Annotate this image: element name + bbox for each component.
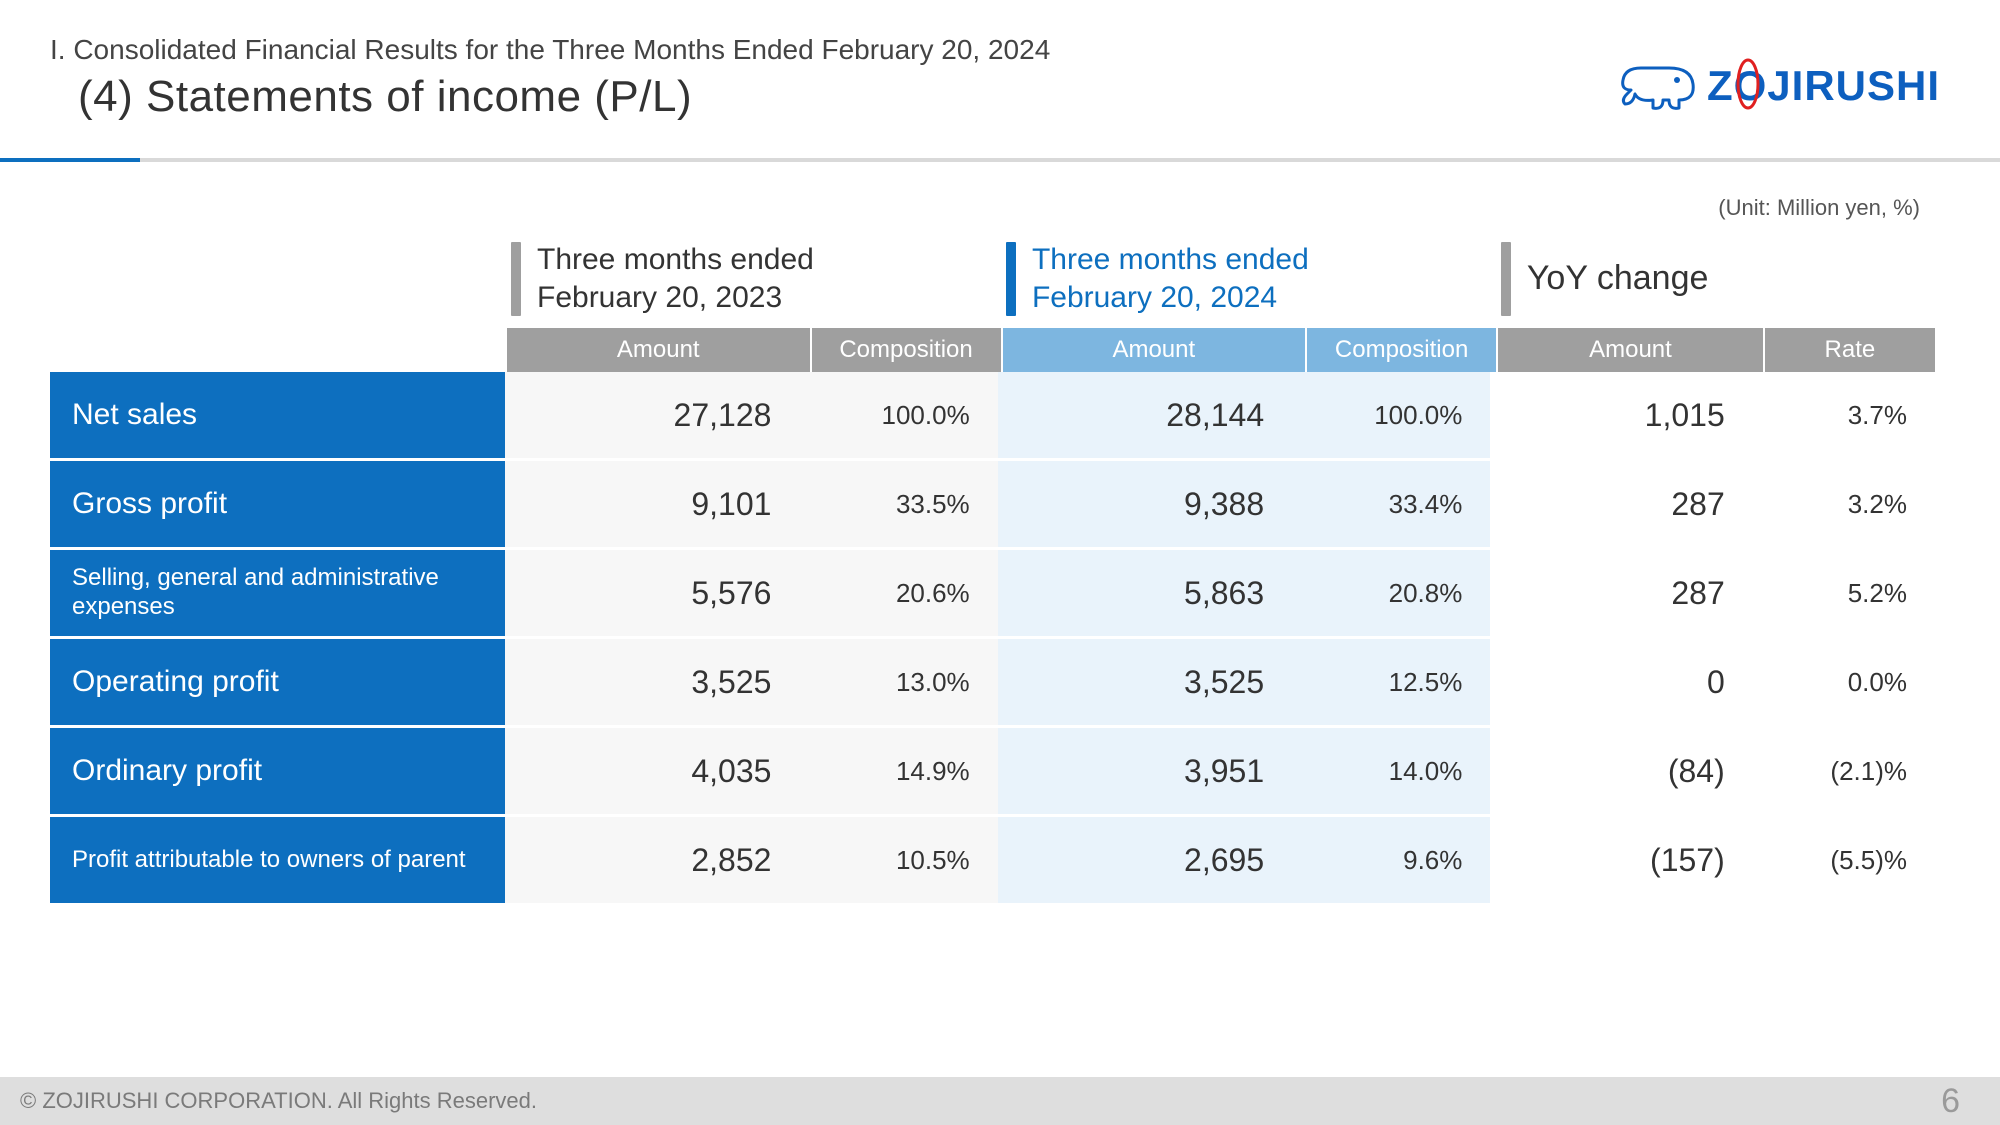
cell-rate: 5.2% [1753,550,1935,636]
footer: © ZOJIRUSHI CORPORATION. All Rights Rese… [0,1077,2000,1125]
logo-text: ZOJIRUSHI [1707,62,1940,110]
cell-amt1: 2,852 [505,817,799,903]
cell-rate: 3.7% [1753,372,1935,458]
period-header-row: Three months ended February 20, 2023 Thr… [50,235,1935,328]
period-text: Three months ended February 20, 2023 [537,241,814,316]
period-bar [511,242,521,316]
logo-text-o: O [1734,62,1768,110]
cell-amt3: 0 [1490,639,1752,725]
row-label: Selling, general and administrative expe… [50,550,505,636]
cell-comp2: 9.6% [1292,817,1490,903]
cell-comp2: 33.4% [1292,461,1490,547]
cell-amt1: 4,035 [505,728,799,814]
cell-comp1: 14.9% [799,728,997,814]
cell-amt1: 27,128 [505,372,799,458]
header-rule [0,158,2000,162]
income-table: Three months ended February 20, 2023 Thr… [50,235,1935,906]
row-label: Ordinary profit [50,728,505,814]
cell-amt3: 287 [1490,550,1752,636]
period-bar [1006,242,1016,316]
cell-amt2: 5,863 [998,550,1292,636]
subhead-composition: Composition [810,328,1001,372]
row-label: Operating profit [50,639,505,725]
cell-comp1: 13.0% [799,639,997,725]
unit-note: (Unit: Million yen, %) [1718,195,1920,221]
elephant-icon [1619,60,1697,112]
cell-comp2: 14.0% [1292,728,1490,814]
cell-amt1: 3,525 [505,639,799,725]
brand-logo: ZOJIRUSHI [1619,60,1940,112]
subhead-composition: Composition [1305,328,1496,372]
cell-amt3: 287 [1490,461,1752,547]
cell-amt3: (84) [1490,728,1752,814]
cell-amt1: 5,576 [505,550,799,636]
table-row: Operating profit3,52513.0%3,52512.5%00.0… [50,639,1935,728]
period-2023: Three months ended February 20, 2023 [505,235,1000,328]
period-yoy: YoY change [1495,235,1935,328]
subhead-amount: Amount [505,328,810,372]
cell-comp1: 33.5% [799,461,997,547]
cell-rate: 0.0% [1753,639,1935,725]
table-row: Gross profit9,10133.5%9,38833.4%2873.2% [50,461,1935,550]
cell-amt3: (157) [1490,817,1752,903]
header-rule-accent [0,158,140,162]
table-row: Profit attributable to owners of parent2… [50,817,1935,906]
period-bar [1501,242,1511,316]
subhead-amount: Amount [1001,328,1306,372]
cell-amt2: 3,525 [998,639,1292,725]
cell-comp1: 10.5% [799,817,997,903]
row-label: Profit attributable to owners of parent [50,817,505,903]
cell-amt2: 3,951 [998,728,1292,814]
cell-amt1: 9,101 [505,461,799,547]
subhead-rate: Rate [1763,328,1935,372]
table-row: Net sales27,128100.0%28,144100.0%1,0153.… [50,372,1935,461]
cell-amt2: 9,388 [998,461,1292,547]
table-row: Ordinary profit4,03514.9%3,95114.0%(84)(… [50,728,1935,817]
cell-comp1: 20.6% [799,550,997,636]
subhead-row: Amount Composition Amount Composition Am… [50,328,1935,372]
period-text: Three months ended February 20, 2024 [1032,241,1309,316]
cell-rate: 3.2% [1753,461,1935,547]
cell-comp2: 20.8% [1292,550,1490,636]
cell-rate: (2.1)% [1753,728,1935,814]
page-number: 6 [1941,1082,1960,1121]
cell-comp2: 100.0% [1292,372,1490,458]
cell-comp1: 100.0% [799,372,997,458]
table-row: Selling, general and administrative expe… [50,550,1935,639]
cell-amt2: 2,695 [998,817,1292,903]
subhead-amount: Amount [1496,328,1763,372]
cell-amt3: 1,015 [1490,372,1752,458]
cell-comp2: 12.5% [1292,639,1490,725]
period-2024: Three months ended February 20, 2024 [1000,235,1495,328]
cell-amt2: 28,144 [998,372,1292,458]
row-label: Net sales [50,372,505,458]
copyright: © ZOJIRUSHI CORPORATION. All Rights Rese… [20,1088,537,1114]
logo-text-post: JIRUSHI [1767,62,1940,109]
row-label: Gross profit [50,461,505,547]
period-text: YoY change [1527,257,1709,300]
cell-rate: (5.5)% [1753,817,1935,903]
